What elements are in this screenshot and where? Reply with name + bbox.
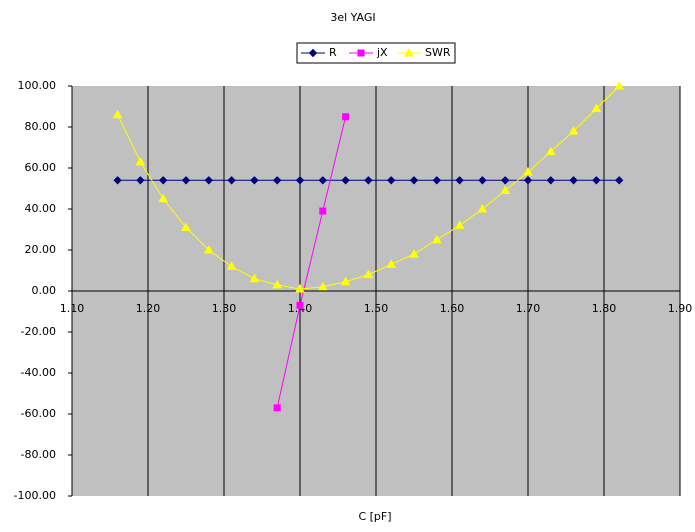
x-axis-title: C [pF]: [358, 510, 391, 523]
x-tick-label: 1.50: [364, 302, 389, 315]
y-tick-label: 40.00: [25, 202, 57, 215]
x-tick-label: 1.30: [212, 302, 237, 315]
data-point: [614, 176, 624, 185]
data-point: [478, 176, 487, 185]
data-point: [455, 176, 464, 185]
data-point: [226, 261, 237, 270]
data-point: [546, 176, 556, 185]
y-tick-label: -40.00: [21, 366, 56, 379]
legend-marker: [404, 47, 414, 57]
data-point: [431, 234, 442, 244]
data-point: [477, 203, 488, 213]
data-point: [614, 80, 625, 90]
y-tick-label: 20.00: [25, 243, 57, 256]
legend-box: [296, 42, 456, 64]
legend-label: R: [329, 46, 337, 59]
data-point: [113, 176, 122, 185]
data-point: [249, 273, 260, 283]
plot-layer: [112, 80, 625, 412]
y-tick-label: 60.00: [25, 161, 57, 174]
legend-marker: [357, 49, 365, 57]
series-line: [276, 116, 347, 408]
data-point: [592, 176, 601, 185]
data-point: [319, 207, 327, 215]
data-point: [317, 281, 328, 291]
data-point: [500, 185, 511, 195]
data-point: [364, 176, 373, 185]
data-point: [432, 176, 442, 185]
data-point: [409, 249, 419, 258]
legend-label: SWR: [425, 46, 451, 59]
data-point: [158, 176, 168, 185]
data-point: [296, 301, 304, 309]
data-point: [500, 176, 510, 185]
data-point: [340, 276, 351, 286]
data-point: [181, 176, 191, 185]
data-point: [523, 167, 533, 176]
x-tick-label: 1.20: [136, 302, 161, 315]
data-point: [569, 176, 578, 185]
x-tick-label: 1.60: [440, 302, 465, 315]
y-tick-label: -60.00: [21, 407, 56, 420]
x-tick-label: 1.80: [592, 302, 617, 315]
data-point: [342, 113, 350, 121]
data-point: [545, 146, 556, 156]
data-point: [295, 176, 305, 185]
data-point: [363, 269, 374, 279]
data-point: [203, 244, 214, 254]
x-tick-label: 1.70: [516, 302, 541, 315]
data-point: [568, 126, 579, 135]
y-tick-label: 0.00: [32, 284, 57, 297]
data-point: [409, 176, 419, 185]
data-point: [136, 176, 145, 185]
data-point: [250, 176, 259, 185]
data-point: [523, 176, 533, 185]
y-tick-label: -100.00: [14, 489, 56, 502]
legend-label: jX: [376, 46, 388, 59]
data-point: [273, 404, 281, 412]
data-point: [272, 176, 282, 185]
data-point: [386, 176, 396, 185]
data-point: [204, 176, 214, 185]
data-point: [227, 176, 236, 185]
data-point: [181, 222, 191, 231]
data-point: [591, 103, 602, 113]
x-tick-label: 1.90: [668, 302, 693, 315]
data-point: [112, 109, 123, 119]
data-point: [454, 220, 465, 229]
data-point: [386, 259, 397, 268]
legend-marker: [308, 48, 318, 58]
data-point: [318, 176, 328, 185]
data-point: [158, 193, 169, 203]
data-point: [295, 283, 305, 293]
y-tick-label: -20.00: [21, 325, 56, 338]
chart-title: 3el YAGI: [330, 11, 375, 24]
y-tick-label: 100.00: [18, 79, 57, 92]
data-point: [135, 156, 146, 166]
data-point: [341, 176, 350, 185]
y-tick-label: -80.00: [21, 448, 56, 461]
y-tick-label: 80.00: [25, 120, 57, 133]
data-point: [272, 279, 283, 289]
